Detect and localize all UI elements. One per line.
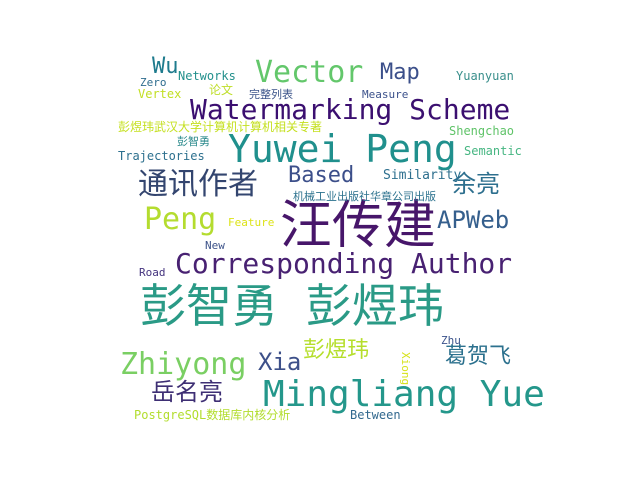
word: 论文 <box>209 83 234 97</box>
word: 余亮 <box>452 170 500 198</box>
word: Semantic <box>464 144 522 158</box>
word: Based <box>288 163 355 188</box>
word: Vector <box>255 55 364 90</box>
word: Trajectories <box>118 149 205 163</box>
word: Road <box>139 266 166 279</box>
word: Similarity <box>383 168 462 183</box>
word: Shengchao <box>449 124 515 138</box>
word: 汪传建 <box>280 196 437 256</box>
word: Watermarking Scheme <box>190 93 511 126</box>
word: New <box>205 239 225 252</box>
word: Xiong <box>399 352 412 386</box>
word: Yuwei Peng <box>228 127 457 171</box>
word: Map <box>380 60 420 85</box>
word: Measure <box>362 88 409 101</box>
word: 完整列表 <box>249 88 293 101</box>
word: Peng <box>144 202 217 237</box>
word: Networks <box>178 69 236 83</box>
word: Zhu <box>441 334 461 347</box>
word: 葛贺飞 <box>445 344 512 369</box>
word: 彭煜玮 <box>303 338 370 363</box>
word: Zero <box>140 76 167 89</box>
word: Vertex <box>138 87 182 101</box>
word: Xia <box>258 348 302 376</box>
word: 彭智勇 <box>177 135 210 148</box>
word: Wu <box>152 54 179 79</box>
word: Yuanyuan <box>456 69 514 83</box>
word: Corresponding Author <box>175 247 513 280</box>
word: APWeb <box>437 206 510 234</box>
word: Between <box>350 408 401 422</box>
word: 通讯作者 <box>138 167 258 202</box>
word: 岳名亮 <box>151 378 223 406</box>
word: PostgreSQL数据库内核分析 <box>134 408 291 422</box>
word: 彭智勇 彭煜玮 <box>140 279 444 333</box>
word: 彭煜玮武汉大学计算机计算机相关专著 <box>118 120 323 134</box>
word: Feature <box>228 216 275 229</box>
word: Zhiyong <box>120 347 247 382</box>
word: Mingliang Yue <box>263 374 545 415</box>
word: 机械工业出版社华章公司出版 <box>293 190 436 203</box>
